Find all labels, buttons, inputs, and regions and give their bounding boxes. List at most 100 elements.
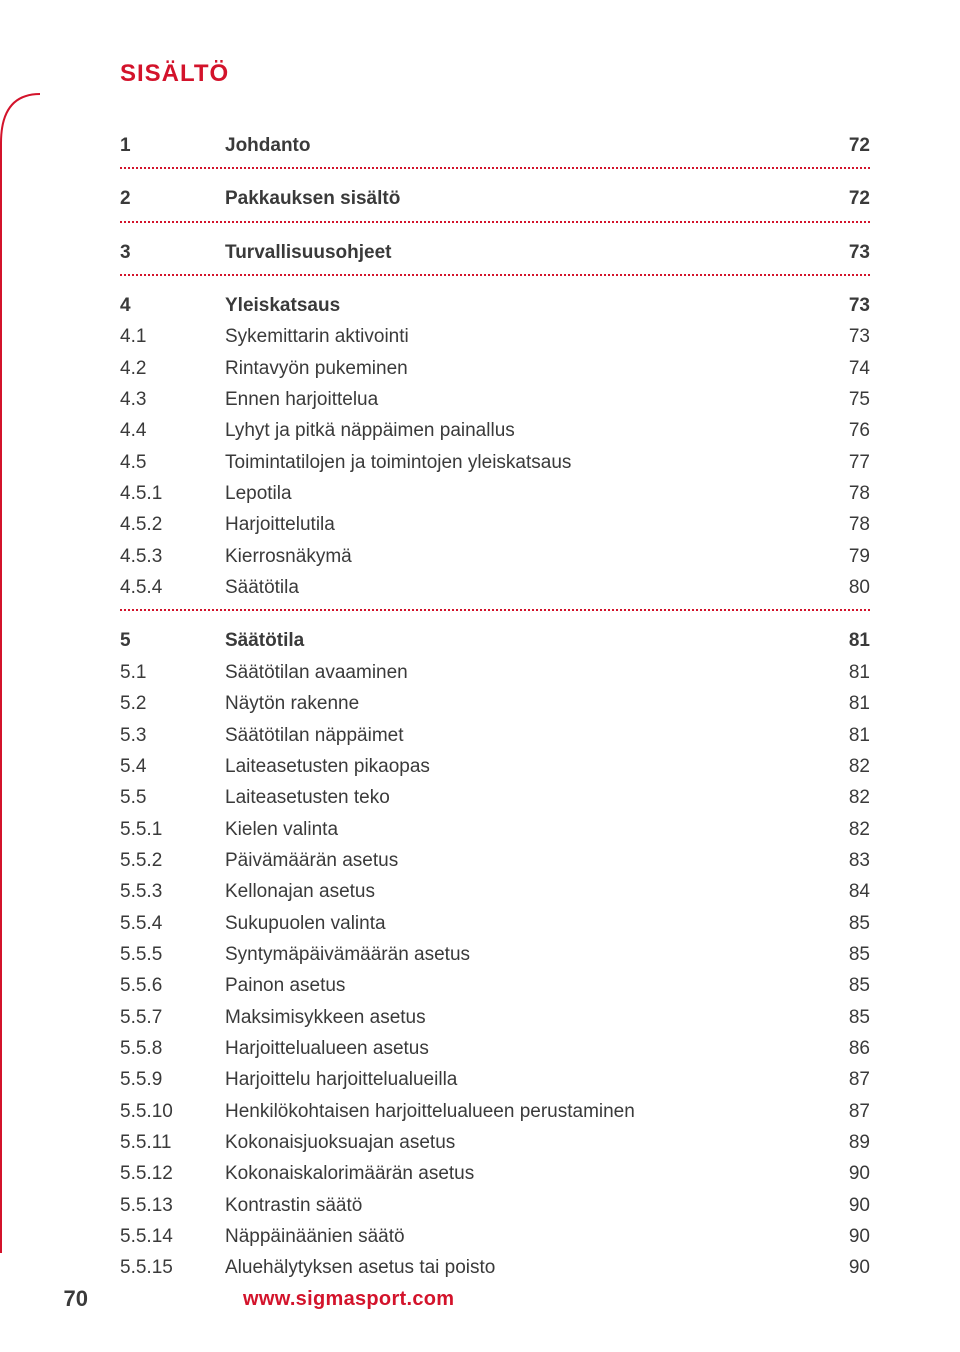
page: SISÄLTÖ 1Johdanto72 2Pakkauksen sisältö72…: [0, 0, 960, 1352]
toc-row: 4.5.3Kierrosnäkymä79: [120, 541, 870, 572]
toc-page: 81: [820, 657, 870, 688]
toc-page: 73: [820, 321, 870, 352]
toc-title: Näppäinäänien säätö: [225, 1221, 820, 1252]
toc-title: Turvallisuusohjeet: [225, 237, 820, 268]
toc-number: 4.5.3: [120, 541, 225, 572]
toc-number: 4: [120, 290, 225, 321]
toc-number: 5.5.14: [120, 1221, 225, 1252]
toc-row: 5.5.2Päivämäärän asetus83: [120, 845, 870, 876]
toc-title: Yleiskatsaus: [225, 290, 820, 321]
toc-page: 82: [820, 751, 870, 782]
toc-row: 4.5.1Lepotila78: [120, 478, 870, 509]
toc-title: Laiteasetusten teko: [225, 782, 820, 813]
toc-page: 87: [820, 1064, 870, 1095]
toc-title: Rintavyön pukeminen: [225, 353, 820, 384]
toc-title: Kellonajan asetus: [225, 876, 820, 907]
toc-page: 90: [820, 1252, 870, 1283]
toc-title: Pakkauksen sisältö: [225, 183, 820, 214]
toc-row: 5.5.1Kielen valinta82: [120, 814, 870, 845]
toc-number: 5.5.12: [120, 1158, 225, 1189]
toc-title: Johdanto: [225, 130, 820, 161]
toc-title: Aluehälytyksen asetus tai poisto: [225, 1252, 820, 1283]
toc-page: 76: [820, 415, 870, 446]
toc-title: Säätötilan avaaminen: [225, 657, 820, 688]
toc-row: 4.5Toimintatilojen ja toimintojen yleisk…: [120, 447, 870, 478]
toc-number: 4.5.4: [120, 572, 225, 603]
toc-number: 5.5.7: [120, 1002, 225, 1033]
toc-page: 81: [820, 720, 870, 751]
toc-row: 5.5.3Kellonajan asetus84: [120, 876, 870, 907]
toc-row: 4.2Rintavyön pukeminen74: [120, 353, 870, 384]
toc-page: 72: [820, 130, 870, 161]
toc-number: 2: [120, 183, 225, 214]
toc-row: 5.5.13Kontrastin säätö90: [120, 1190, 870, 1221]
footer-page-number: 70: [0, 1286, 88, 1312]
toc-number: 5.5.15: [120, 1252, 225, 1283]
toc-row: 5.5.9Harjoittelu harjoittelualueilla87: [120, 1064, 870, 1095]
toc-row: 5.5.10Henkilökohtaisen harjoittelualueen…: [120, 1096, 870, 1127]
toc-page: 89: [820, 1127, 870, 1158]
toc-page: 82: [820, 814, 870, 845]
toc-number: 5: [120, 625, 225, 656]
toc-title: Maksimisykkeen asetus: [225, 1002, 820, 1033]
toc-title: Lyhyt ja pitkä näppäimen painallus: [225, 415, 820, 446]
footer-url: www.sigmasport.com: [243, 1288, 454, 1311]
toc-number: 4.4: [120, 415, 225, 446]
toc-title: Harjoittelualueen asetus: [225, 1033, 820, 1064]
toc-title: Kierrosnäkymä: [225, 541, 820, 572]
toc-row: 4.4Lyhyt ja pitkä näppäimen painallus76: [120, 415, 870, 446]
toc-page: 81: [820, 625, 870, 656]
toc-row: 5.1Säätötilan avaaminen81: [120, 657, 870, 688]
toc-number: 5.5.1: [120, 814, 225, 845]
toc-number: 5.5.3: [120, 876, 225, 907]
toc-row: 5.5.4Sukupuolen valinta85: [120, 908, 870, 939]
page-title: SISÄLTÖ: [120, 60, 870, 88]
toc-number: 5.2: [120, 688, 225, 719]
toc-page: 72: [820, 183, 870, 214]
toc-title: Henkilökohtaisen harjoittelualueen perus…: [225, 1096, 820, 1127]
toc-page: 90: [820, 1158, 870, 1189]
toc-number: 5.3: [120, 720, 225, 751]
toc-number: 4.5.2: [120, 509, 225, 540]
toc-page: 82: [820, 782, 870, 813]
toc-page: 75: [820, 384, 870, 415]
toc-number: 5.5.6: [120, 970, 225, 1001]
toc-title: Sukupuolen valinta: [225, 908, 820, 939]
toc-row: 4.5.4Säätötila80: [120, 572, 870, 603]
toc-title: Säätötilan näppäimet: [225, 720, 820, 751]
toc-row: 5.5.11Kokonaisjuoksuajan asetus89: [120, 1127, 870, 1158]
toc-page: 79: [820, 541, 870, 572]
toc-number: 5.5.8: [120, 1033, 225, 1064]
toc-row: 5.5.15Aluehälytyksen asetus tai poisto90: [120, 1252, 870, 1283]
toc-title: Kielen valinta: [225, 814, 820, 845]
toc-row: 2Pakkauksen sisältö72: [120, 183, 870, 214]
toc-row: 5.5.8Harjoittelualueen asetus86: [120, 1033, 870, 1064]
toc-page: 90: [820, 1190, 870, 1221]
toc-page: 90: [820, 1221, 870, 1252]
toc-number: 5.5.9: [120, 1064, 225, 1095]
toc-title: Harjoittelutila: [225, 509, 820, 540]
toc-row: 1Johdanto72: [120, 130, 870, 161]
toc-title: Näytön rakenne: [225, 688, 820, 719]
toc-number: 5.5.4: [120, 908, 225, 939]
toc-page: 85: [820, 1002, 870, 1033]
section-separator: [120, 221, 870, 223]
toc-row: 4.1Sykemittarin aktivointi73: [120, 321, 870, 352]
toc-row: 5.5.12Kokonaiskalorimäärän asetus90: [120, 1158, 870, 1189]
toc-title: Syntymäpäivämäärän asetus: [225, 939, 820, 970]
toc-page: 73: [820, 237, 870, 268]
toc-row: 5Säätötila81: [120, 625, 870, 656]
toc-page: 83: [820, 845, 870, 876]
toc-title: Toimintatilojen ja toimintojen yleiskats…: [225, 447, 820, 478]
toc-number: 5.5.2: [120, 845, 225, 876]
toc-title: Säätötila: [225, 625, 820, 656]
toc-page: 86: [820, 1033, 870, 1064]
toc-number: 4.5: [120, 447, 225, 478]
toc-row: 5.3Säätötilan näppäimet81: [120, 720, 870, 751]
toc-row: 5.5Laiteasetusten teko82: [120, 782, 870, 813]
toc-title: Kokonaisjuoksuajan asetus: [225, 1127, 820, 1158]
toc-number: 5.4: [120, 751, 225, 782]
toc-number: 5.5.11: [120, 1127, 225, 1158]
toc-row: 5.5.7Maksimisykkeen asetus85: [120, 1002, 870, 1033]
toc-number: 4.3: [120, 384, 225, 415]
